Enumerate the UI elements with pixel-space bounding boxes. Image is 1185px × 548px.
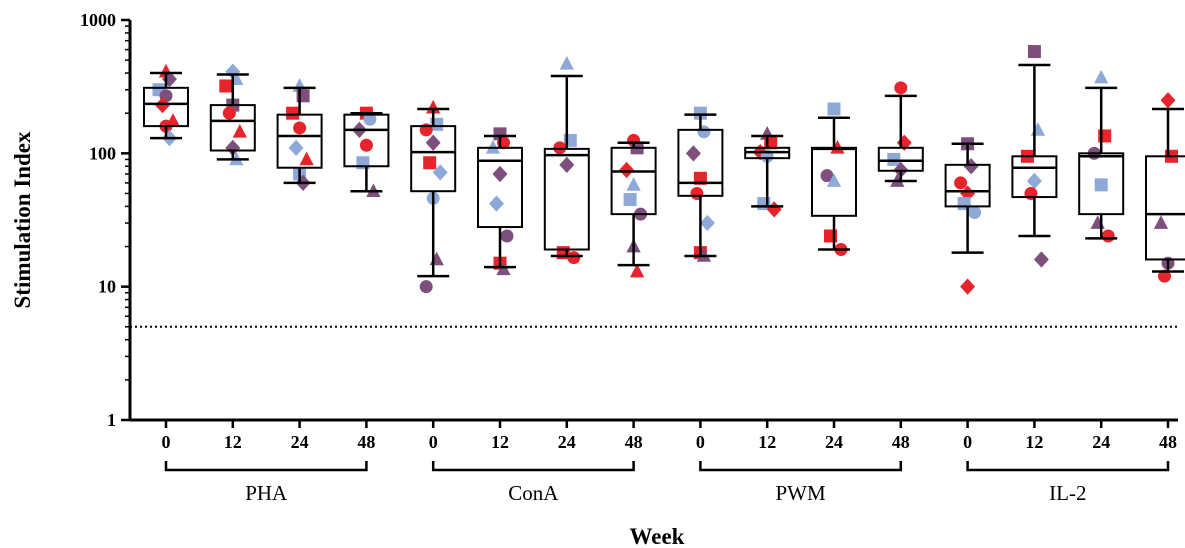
data-point-triangle — [629, 263, 645, 278]
data-point-square — [693, 106, 707, 120]
box-iqr — [143, 86, 189, 128]
data-point-diamond — [1026, 172, 1042, 190]
group-bracket — [164, 461, 368, 472]
x-tick-label: 24 — [1092, 432, 1110, 452]
x-tick-label: 12 — [491, 432, 509, 452]
data-point-triangle — [1030, 122, 1046, 136]
data-point-triangle — [559, 55, 574, 70]
data-point-diamond — [489, 195, 504, 212]
data-point-triangle — [626, 177, 641, 191]
data-point-triangle — [232, 124, 247, 138]
x-tick-label: 0 — [696, 432, 705, 452]
box-iqr — [543, 147, 590, 251]
box-iqr — [209, 104, 256, 152]
group-label: PHA — [245, 481, 288, 505]
group-bracket — [699, 461, 903, 472]
data-point-diamond — [425, 134, 441, 151]
group-bracket — [966, 461, 1170, 472]
data-point-circle — [500, 229, 514, 243]
x-tick-label: 24 — [291, 432, 309, 452]
data-point-square — [623, 193, 637, 207]
box-iqr — [1145, 155, 1185, 261]
box-iqr — [1078, 152, 1125, 216]
x-tick-label: 12 — [224, 432, 242, 452]
group-bracket — [431, 461, 635, 472]
data-point-circle — [1158, 269, 1171, 283]
data-point-circle — [820, 169, 834, 183]
data-point-diamond — [963, 158, 979, 175]
data-point-circle — [553, 141, 567, 155]
box-iqr — [1011, 155, 1058, 199]
data-point-circle — [954, 176, 968, 190]
y-tick-label: 1000 — [80, 10, 116, 30]
data-point-square — [1027, 45, 1041, 59]
data-point-circle — [359, 138, 373, 152]
data-point-diamond — [288, 139, 304, 156]
x-tick-label: 0 — [429, 432, 438, 452]
data-point-triangle — [1153, 215, 1169, 229]
x-tick-label: 24 — [825, 432, 843, 452]
data-point-diamond — [685, 145, 701, 162]
data-point-triangle — [429, 251, 444, 266]
data-point-square — [827, 102, 841, 116]
data-point-square — [286, 106, 300, 120]
x-tick-label: 48 — [357, 432, 375, 452]
x-tick-label: 12 — [1025, 432, 1043, 452]
x-tick-label: 48 — [1159, 432, 1177, 452]
data-point-diamond — [1160, 92, 1176, 109]
box-iqr — [343, 113, 390, 168]
data-point-diamond — [432, 164, 448, 181]
box-iqr — [477, 146, 523, 229]
data-point-diamond — [699, 214, 715, 232]
data-point-circle — [567, 251, 581, 265]
plot-area: 1 10 100 1000 0 12 24 48 PHA 0 12 24 48 ConA 0 12 24 48 PW… — [80, 10, 1185, 505]
data-point-circle — [419, 280, 433, 294]
data-point-square — [887, 152, 901, 166]
data-point-circle — [1101, 229, 1115, 243]
box-iqr — [610, 146, 657, 216]
data-point-diamond — [492, 165, 508, 183]
data-point-circle — [968, 205, 982, 219]
data-point-triangle — [826, 173, 842, 187]
box-iqr — [877, 146, 924, 172]
data-point-circle — [894, 81, 908, 95]
x-tick-label: 48 — [892, 432, 910, 452]
data-point-diamond — [960, 278, 976, 295]
y-tick-label: 1 — [107, 410, 116, 430]
x-tick-label: 24 — [558, 432, 576, 452]
x-tick-label: 0 — [162, 432, 171, 452]
y-tick-label: 10 — [98, 277, 116, 297]
data-point-square — [693, 171, 707, 185]
data-point-diamond — [559, 156, 575, 173]
data-point-diamond — [1033, 251, 1049, 268]
data-point-square — [219, 79, 233, 93]
x-tick-label: 12 — [758, 432, 776, 452]
data-point-diamond — [225, 139, 241, 156]
data-point-triangle — [1094, 69, 1109, 84]
box-iqr — [677, 128, 724, 197]
data-point-circle — [222, 106, 236, 120]
data-point-triangle — [299, 151, 314, 166]
group-label: PWM — [776, 481, 827, 505]
box-iqr — [944, 163, 991, 208]
data-point-square — [423, 156, 437, 170]
data-point-circle — [363, 112, 377, 126]
data-point-diamond — [619, 161, 635, 179]
box-iqr — [276, 113, 323, 169]
data-point-square — [1094, 178, 1108, 192]
x-tick-label: 0 — [963, 432, 972, 452]
y-axis-title: Stimulation Index — [10, 131, 35, 309]
x-tick-label: 48 — [625, 432, 643, 452]
data-point-triangle — [1090, 215, 1105, 229]
y-tick-label: 100 — [89, 143, 116, 163]
group-label: IL-2 — [1049, 481, 1086, 505]
group-label: ConA — [508, 481, 559, 505]
x-axis-title: Week — [630, 524, 685, 548]
box-iqr — [410, 125, 457, 193]
data-point-circle — [293, 121, 307, 135]
